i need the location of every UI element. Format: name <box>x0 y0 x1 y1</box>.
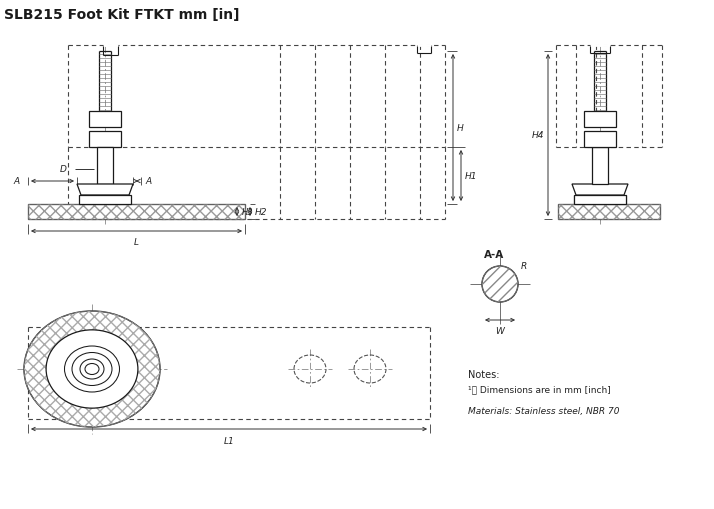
Polygon shape <box>574 195 626 205</box>
Text: L: L <box>134 238 139 246</box>
Text: L1: L1 <box>223 436 234 445</box>
Text: R: R <box>521 262 527 270</box>
Polygon shape <box>28 205 245 219</box>
Text: Materials: Stainless steel, NBR 70: Materials: Stainless steel, NBR 70 <box>468 406 620 415</box>
Text: H: H <box>457 124 464 133</box>
Text: A: A <box>145 177 151 186</box>
Polygon shape <box>89 132 121 148</box>
Text: SLB215 Foot Kit FTKT mm [in]: SLB215 Foot Kit FTKT mm [in] <box>4 8 239 22</box>
Ellipse shape <box>46 330 138 408</box>
Text: A: A <box>14 177 20 186</box>
Text: H3: H3 <box>242 208 253 216</box>
Ellipse shape <box>72 353 112 386</box>
Text: H1: H1 <box>465 172 478 181</box>
Polygon shape <box>77 185 133 195</box>
Text: D: D <box>60 165 67 174</box>
Ellipse shape <box>24 312 160 427</box>
Ellipse shape <box>80 359 104 379</box>
Text: A-A: A-A <box>484 249 504 260</box>
Text: H4: H4 <box>531 131 544 140</box>
Text: W: W <box>496 326 504 335</box>
Polygon shape <box>89 112 121 128</box>
Polygon shape <box>572 185 628 195</box>
Polygon shape <box>584 132 616 148</box>
Polygon shape <box>97 148 113 185</box>
Ellipse shape <box>64 346 119 392</box>
Text: ¹⧠ Dimensions are in mm [inch]: ¹⧠ Dimensions are in mm [inch] <box>468 384 610 393</box>
Polygon shape <box>584 112 616 128</box>
Polygon shape <box>79 195 131 205</box>
Ellipse shape <box>85 364 99 375</box>
Text: Notes:: Notes: <box>468 369 500 379</box>
Polygon shape <box>592 148 608 185</box>
Text: H2: H2 <box>255 208 268 216</box>
Polygon shape <box>558 205 660 219</box>
Circle shape <box>482 267 518 302</box>
